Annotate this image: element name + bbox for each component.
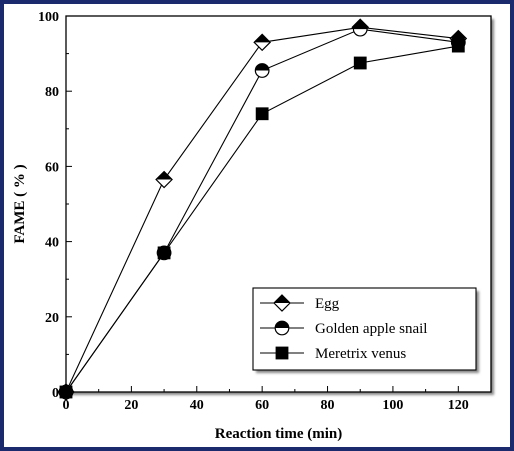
- half-filled-circle-marker: [352, 21, 368, 37]
- half-filled-diamond-marker: [155, 170, 173, 189]
- filled-square-marker: [157, 246, 171, 260]
- half-filled-diamond-marker: [273, 294, 291, 312]
- y-axis-title: FAME ( % ): [12, 164, 28, 243]
- filled-square-marker: [255, 107, 269, 121]
- y-tick-label: 0: [52, 386, 59, 401]
- filled-square-marker: [59, 385, 73, 399]
- x-tick-label: 0: [63, 398, 70, 413]
- y-axis: 0 20 40 60 80 100: [38, 10, 72, 401]
- legend-label: Meretrix venus: [315, 346, 406, 362]
- x-tick-label: 120: [448, 398, 469, 413]
- series-markers: [57, 18, 468, 401]
- y-tick-label: 100: [38, 10, 59, 25]
- y-tick-label: 60: [45, 160, 59, 175]
- half-filled-diamond-marker: [253, 33, 272, 52]
- half-filled-circle-marker: [274, 320, 290, 336]
- x-axis-title: Reaction time (min): [215, 426, 342, 442]
- legend-label: Egg: [315, 296, 340, 312]
- legend-label: Golden apple snail: [315, 321, 427, 337]
- y-tick-label: 80: [45, 85, 59, 100]
- legend-box: [252, 287, 477, 371]
- x-tick-label: 80: [321, 398, 335, 413]
- y-tick-label: 20: [45, 311, 59, 326]
- filled-square-marker: [353, 56, 367, 70]
- filled-square-marker: [275, 346, 289, 360]
- legend: Egg Golden apple snail Meretrix venus: [252, 287, 479, 373]
- y-tick-label: 40: [45, 236, 59, 251]
- half-filled-circle-marker: [254, 63, 270, 78]
- x-tick-label: 60: [255, 398, 269, 413]
- filled-square-marker: [451, 39, 465, 53]
- x-tick-label: 20: [124, 398, 138, 413]
- x-tick-label: 100: [382, 398, 403, 413]
- x-tick-label: 40: [190, 398, 204, 413]
